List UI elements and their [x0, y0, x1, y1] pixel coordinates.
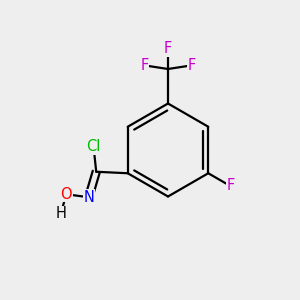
Text: F: F: [187, 58, 196, 73]
Text: H: H: [56, 206, 66, 221]
Text: F: F: [226, 178, 235, 193]
Text: N: N: [83, 190, 94, 205]
Text: O: O: [60, 187, 72, 202]
Text: F: F: [164, 41, 172, 56]
Text: F: F: [140, 58, 149, 73]
Text: Cl: Cl: [86, 139, 100, 154]
